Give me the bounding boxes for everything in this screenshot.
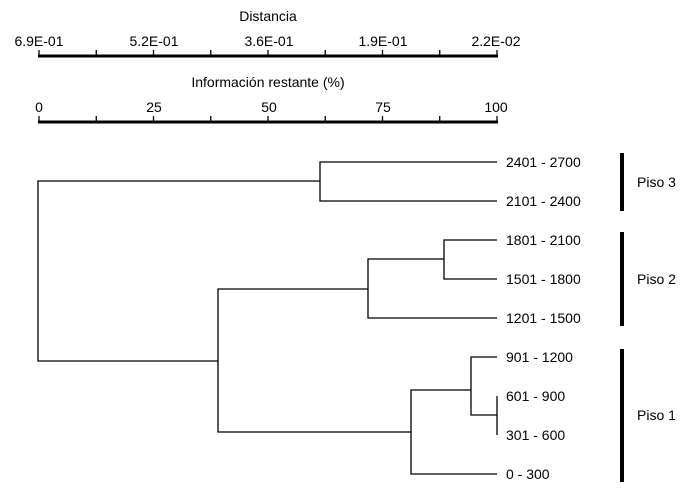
info-tick-label: 50 xyxy=(261,99,277,115)
info-axis: Información restante (%) 0 25 50 75 100 xyxy=(35,74,508,124)
leaf-label: 2101 - 2400 xyxy=(506,193,581,209)
leaf-label: 0 - 300 xyxy=(506,466,550,482)
info-tick-label: 0 xyxy=(35,99,43,115)
branch-root xyxy=(37,180,320,362)
distance-tick-label: 2.2E-02 xyxy=(471,33,520,49)
branch-901-601 xyxy=(470,356,497,416)
distance-tick-label: 6.9E-01 xyxy=(14,33,63,49)
branch-piso1 xyxy=(410,389,497,475)
group-label: Piso 3 xyxy=(637,174,676,190)
distance-axis-title: Distancia xyxy=(239,8,297,24)
leaf-label: 1201 - 1500 xyxy=(506,310,581,326)
branch-piso2-piso1 xyxy=(217,288,411,433)
distance-tick-label: 1.9E-01 xyxy=(358,33,407,49)
dendrogram-branches xyxy=(37,161,498,475)
group-brackets: Piso 3 Piso 2 Piso 1 xyxy=(620,153,676,482)
distance-tick-label: 3.6E-01 xyxy=(244,33,293,49)
leaf-label: 1501 - 1800 xyxy=(506,271,581,287)
info-tick-label: 25 xyxy=(146,99,162,115)
leaf-label: 301 - 600 xyxy=(506,427,565,443)
group-label: Piso 2 xyxy=(637,271,676,287)
leaf-labels: 2401 - 2700 2101 - 2400 1801 - 2100 1501… xyxy=(506,154,581,482)
info-axis-title: Información restante (%) xyxy=(191,74,344,90)
distance-axis: Distancia 6.9E-01 5.2E-01 3.6E-01 1.9E-0… xyxy=(14,8,521,58)
leaf-label: 901 - 1200 xyxy=(506,349,573,365)
leaf-label: 1801 - 2100 xyxy=(506,232,581,248)
distance-ticks xyxy=(38,50,498,56)
info-tick-label: 100 xyxy=(484,99,508,115)
branch-1801-1501 xyxy=(443,239,497,280)
info-ticks xyxy=(38,116,498,122)
leaf-label: 2401 - 2700 xyxy=(506,154,581,170)
info-tick-label: 75 xyxy=(375,99,391,115)
distance-tick-label: 5.2E-01 xyxy=(129,33,178,49)
group-label: Piso 1 xyxy=(637,407,676,423)
branch-piso3 xyxy=(319,161,497,202)
leaf-label: 601 - 900 xyxy=(506,388,565,404)
branch-piso2 xyxy=(367,258,497,319)
